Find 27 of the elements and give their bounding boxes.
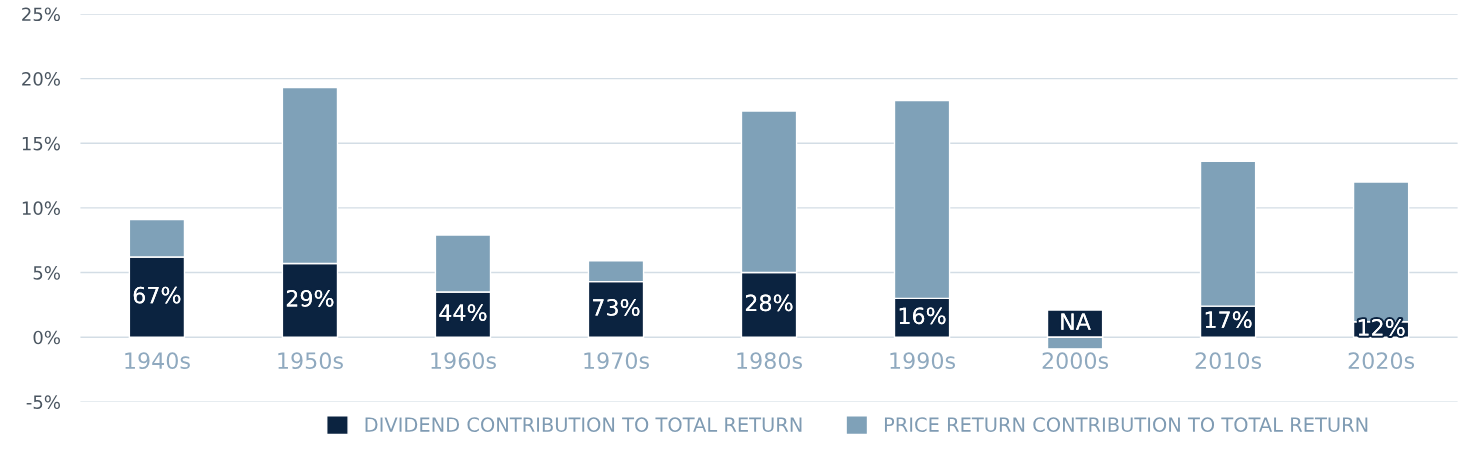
annotation: 73% xyxy=(593,299,640,316)
annotation: 44% xyxy=(439,304,487,321)
legend-label: DIVIDEND CONTRIBUTION TO TOTAL RETURN xyxy=(365,417,802,432)
annotation: 67% xyxy=(133,286,181,304)
y-tick-label: 20% xyxy=(22,72,60,86)
annotation: 28% xyxy=(745,294,793,312)
y-tick-label: -5% xyxy=(26,395,60,409)
x-tick-label: 1970s xyxy=(584,352,649,370)
x-tick-label: 2020s xyxy=(1348,352,1415,370)
legend-label: PRICE RETURN CONTRIBUTION TO TOTAL RETURN xyxy=(884,417,1368,432)
x-tick-label: 1990s xyxy=(890,352,956,370)
x-tick-label: 1980s xyxy=(737,352,802,370)
y-tick-label: 10% xyxy=(22,201,60,216)
annotation: 12% xyxy=(1358,319,1405,336)
y-tick-label: 0% xyxy=(33,330,60,345)
y-tick-label: 15% xyxy=(22,136,60,151)
x-tick-label: 1940s xyxy=(125,352,190,370)
x-tick-label: 1950s xyxy=(278,352,343,370)
annotation: NA xyxy=(1061,313,1091,330)
y-tick-label: 25% xyxy=(22,7,60,22)
annotation: 16% xyxy=(899,307,946,325)
y-tick-label: 5% xyxy=(33,266,60,280)
x-tick-label: 1960s xyxy=(431,352,496,370)
x-tick-label: 2000s xyxy=(1042,352,1109,370)
annotation: 29% xyxy=(286,289,334,307)
x-tick-label: 2010s xyxy=(1195,352,1262,370)
annotation: 17% xyxy=(1205,311,1252,329)
